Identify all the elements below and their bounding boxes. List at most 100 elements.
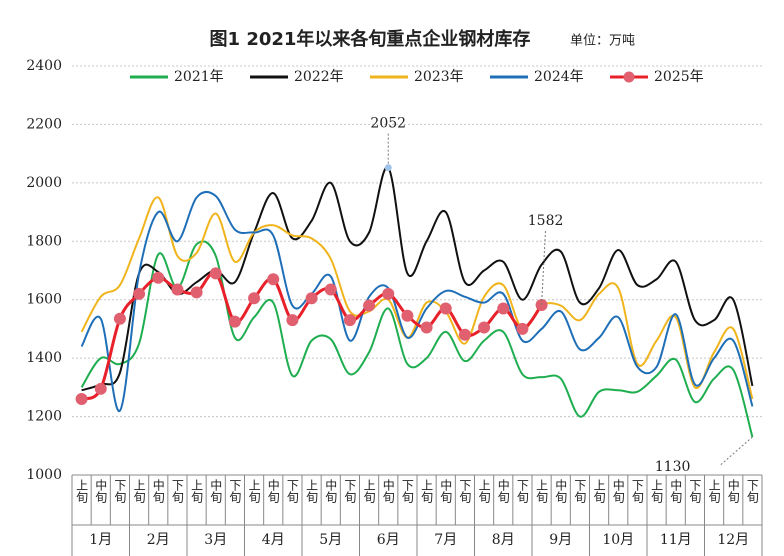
data-point: [171, 283, 184, 296]
annotation-leader: [720, 436, 753, 466]
series-line: [81, 166, 754, 392]
y-tick-label: 1200: [26, 409, 62, 425]
legend-label: 2024年: [534, 69, 584, 85]
data-point: [248, 292, 261, 305]
data-point: [439, 302, 452, 315]
x-tick-label: 上旬: [535, 479, 549, 503]
x-tick-label: 中旬: [94, 478, 108, 503]
y-tick-label: 1600: [26, 292, 62, 308]
legend-label: 2021年: [174, 69, 224, 85]
x-tick-label: 中旬: [669, 478, 683, 503]
x-tick-label: 上旬: [75, 479, 89, 503]
x-tick-label: 上旬: [247, 479, 261, 503]
x-tick-label: 中旬: [611, 478, 625, 503]
annotation-point: [384, 164, 392, 172]
x-tick-label: 上旬: [190, 479, 204, 503]
y-tick-label: 2200: [26, 116, 62, 132]
series-line: [80, 190, 754, 412]
data-point: [458, 328, 471, 341]
annotation-label: 2052: [370, 116, 406, 132]
series-line: [80, 240, 754, 438]
x-tick-label: 下旬: [400, 479, 414, 503]
y-tick-label: 2400: [26, 58, 62, 74]
month-label: 8月: [492, 532, 515, 548]
legend-marker: [623, 71, 635, 83]
data-point: [343, 314, 356, 327]
data-point: [94, 382, 107, 395]
y-tick-label: 2000: [26, 175, 62, 191]
x-tick-label: 下旬: [343, 479, 357, 503]
month-label: 5月: [319, 532, 342, 548]
month-label: 6月: [377, 532, 400, 548]
month-label: 4月: [262, 532, 285, 548]
x-tick-label: 中旬: [266, 478, 280, 503]
x-tick-label: 下旬: [458, 479, 472, 503]
data-point: [267, 273, 280, 286]
x-tick-label: 上旬: [362, 479, 376, 503]
x-tick-label: 中旬: [151, 478, 165, 503]
month-label: 1月: [89, 532, 112, 548]
x-tick-label: 中旬: [439, 478, 453, 503]
x-tick-label: 中旬: [726, 478, 740, 503]
data-point: [113, 312, 126, 325]
annotation-label: 1582: [528, 213, 564, 229]
data-point: [382, 287, 395, 300]
series-line: [80, 271, 543, 401]
x-tick-label: 上旬: [650, 479, 664, 503]
x-tick-label: 上旬: [477, 479, 491, 503]
annotation-leader: [541, 228, 547, 305]
data-point: [286, 314, 299, 327]
data-point: [152, 271, 165, 284]
x-tick-label: 中旬: [496, 478, 510, 503]
legend-label: 2025年: [654, 69, 704, 85]
legend-label: 2023年: [414, 69, 464, 85]
month-label: 11月: [660, 532, 692, 548]
x-tick-label: 中旬: [324, 478, 338, 503]
series-line: [80, 196, 754, 400]
data-point: [324, 283, 337, 296]
chart-title: 图1 2021年以来各旬重点企业钢材库存: [210, 28, 531, 50]
x-tick-label: 上旬: [305, 479, 319, 503]
data-point: [190, 286, 203, 299]
data-point: [363, 299, 376, 312]
data-point: [401, 309, 414, 322]
annotation-label: 1130: [655, 459, 691, 475]
data-point: [478, 321, 491, 334]
x-tick-label: 下旬: [285, 479, 299, 503]
unit-label: 单位：万吨: [570, 34, 635, 49]
data-point: [516, 322, 529, 335]
data-point: [497, 302, 510, 315]
data-point: [305, 292, 318, 305]
x-tick-label: 下旬: [515, 479, 529, 503]
x-tick-label: 下旬: [170, 479, 184, 503]
x-tick-label: 中旬: [209, 478, 223, 503]
x-tick-label: 上旬: [592, 479, 606, 503]
x-tick-label: 中旬: [554, 478, 568, 503]
x-tick-label: 上旬: [707, 479, 721, 503]
data-point: [228, 315, 241, 328]
y-tick-label: 1800: [26, 233, 62, 249]
x-tick-label: 上旬: [420, 479, 434, 503]
x-tick-label: 下旬: [228, 479, 242, 503]
month-label: 7月: [434, 532, 457, 548]
data-point: [75, 393, 88, 406]
month-label: 2月: [147, 532, 170, 548]
x-tick-label: 下旬: [630, 479, 644, 503]
data-point: [209, 267, 222, 280]
month-label: 12月: [717, 532, 749, 548]
x-tick-label: 中旬: [381, 478, 395, 503]
x-tick-label: 下旬: [688, 479, 702, 503]
data-point: [133, 287, 146, 300]
y-tick-label: 1400: [26, 350, 62, 366]
x-tick-label: 下旬: [113, 479, 127, 503]
x-tick-label: 下旬: [573, 479, 587, 503]
legend-label: 2022年: [294, 69, 344, 85]
month-label: 3月: [204, 532, 227, 548]
month-label: 9月: [549, 532, 572, 548]
month-label: 10月: [602, 532, 634, 548]
y-tick-label: 1000: [26, 467, 62, 483]
x-tick-label: 下旬: [745, 479, 759, 503]
data-point: [420, 321, 433, 334]
x-tick-label: 上旬: [132, 479, 146, 503]
